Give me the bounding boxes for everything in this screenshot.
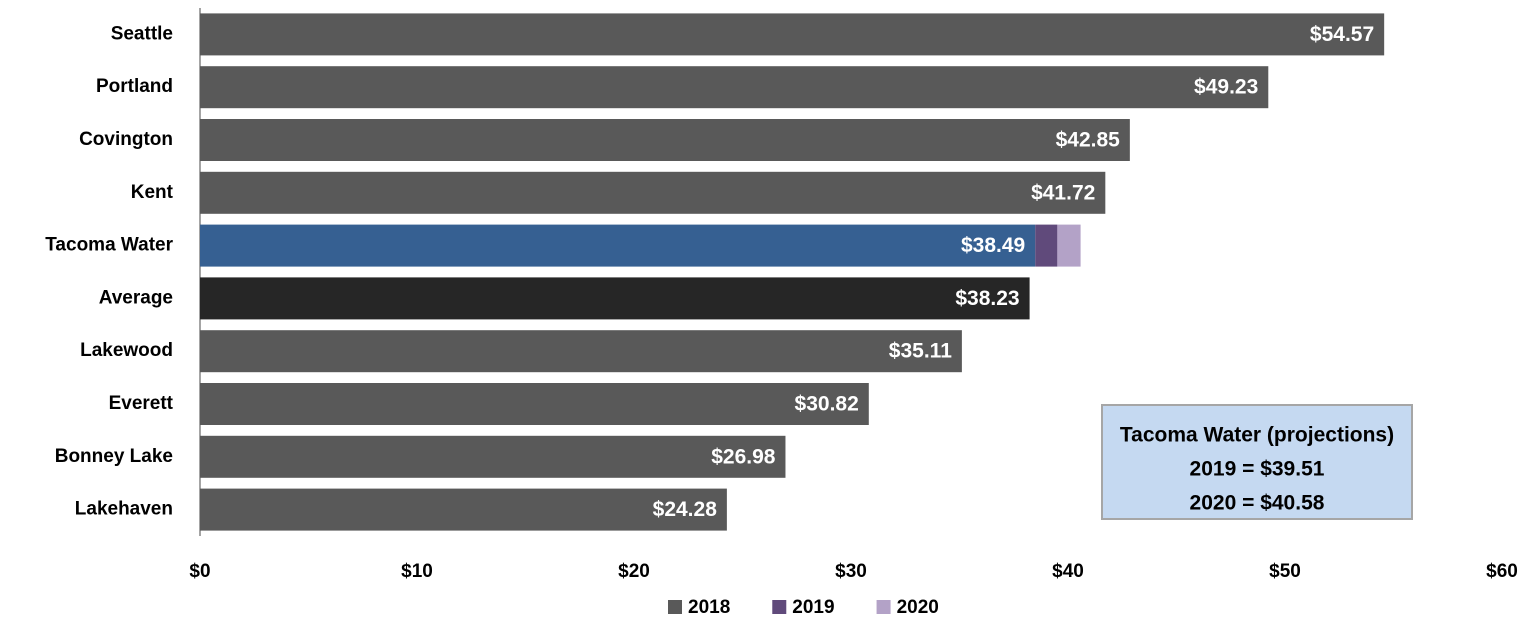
legend-label: 2019 [792, 597, 834, 618]
bar [1057, 224, 1081, 267]
bar [200, 13, 1385, 56]
y-tick-label: Lakewood [80, 340, 173, 361]
y-tick-label: Everett [109, 393, 174, 414]
value-label: $35.11 [889, 340, 952, 363]
bar [200, 383, 869, 425]
x-tick-label: $10 [401, 561, 433, 582]
x-tick-label: $50 [1269, 561, 1301, 582]
value-label: $54.57 [1310, 23, 1374, 46]
y-tick-label: Bonney Lake [55, 446, 173, 467]
bar [200, 435, 786, 478]
annotation: 2020 = $40.58 [1190, 492, 1325, 515]
bar [200, 66, 1269, 109]
bar [200, 277, 1030, 320]
value-label: $24.28 [653, 498, 718, 521]
y-tick-label: Covington [79, 129, 173, 150]
value-label: $26.98 [711, 445, 776, 468]
value-label: $38.23 [955, 287, 1019, 310]
bar [200, 488, 727, 531]
legend-label: 2018 [688, 597, 730, 618]
x-tick-label: $40 [1052, 561, 1084, 582]
y-tick-label: Average [99, 287, 173, 308]
annotation: 2019 = $39.51 [1190, 458, 1325, 481]
value-label: $38.49 [961, 234, 1025, 257]
legend-label: 2020 [897, 597, 939, 618]
legend-swatch [772, 600, 787, 614]
bar [200, 224, 1036, 267]
bar [200, 119, 1130, 161]
annotation-box [1101, 404, 1413, 520]
bar [200, 330, 962, 373]
y-tick-label: Kent [131, 182, 174, 203]
value-label: $30.82 [795, 393, 859, 416]
value-label: $49.23 [1194, 76, 1258, 99]
x-tick-label: $30 [835, 561, 867, 582]
bar [200, 171, 1106, 214]
annotation: Tacoma Water (projections) [1120, 424, 1394, 447]
bar [1035, 224, 1058, 267]
value-label: $42.85 [1056, 129, 1121, 152]
x-tick-label: $0 [189, 561, 210, 582]
y-tick-label: Portland [96, 76, 173, 97]
x-tick-label: $20 [618, 561, 650, 582]
legend-swatch [668, 600, 682, 614]
legend-swatch [876, 600, 891, 614]
value-label: $41.72 [1031, 181, 1095, 204]
y-tick-label: Seattle [111, 23, 173, 44]
y-tick-label: Tacoma Water [45, 235, 173, 256]
y-tick-label: Lakehaven [75, 499, 173, 520]
x-tick-label: $60 [1486, 561, 1518, 582]
